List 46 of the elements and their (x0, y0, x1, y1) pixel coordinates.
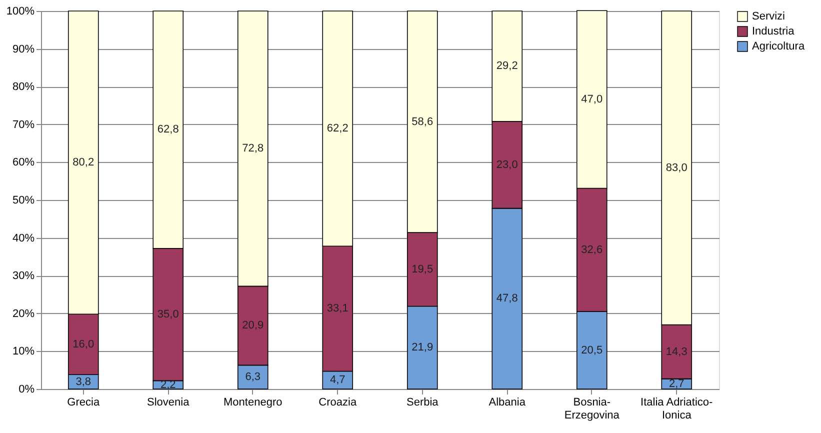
data-label: 4,7 (330, 374, 346, 386)
legend-label: Servizi (752, 10, 786, 22)
y-tick-label: 80% (12, 81, 35, 94)
data-label: 20,5 (581, 344, 603, 356)
y-tick-label: 50% (12, 194, 35, 206)
y-tick-label: 70% (12, 118, 35, 131)
data-label: 20,9 (242, 320, 264, 332)
data-label: 80,2 (72, 156, 94, 169)
data-label: 58,6 (412, 116, 434, 128)
data-label: 32,6 (581, 244, 603, 256)
data-label: 72,8 (242, 142, 264, 155)
data-label: 23,0 (496, 158, 518, 171)
data-label: 47,0 (581, 93, 603, 106)
y-tick-label: 10% (12, 346, 35, 358)
y-tick-label: 30% (12, 270, 35, 282)
data-label: 29,2 (496, 60, 518, 72)
x-tick-label: Slovenia (147, 396, 190, 408)
y-tick-label: 0% (18, 384, 35, 396)
y-tick-label: 100% (6, 6, 35, 18)
x-tick-label: Albania (488, 396, 526, 408)
y-tick-label: 20% (12, 308, 35, 320)
x-tick-label: Bosnia-Erzegovina (564, 396, 620, 422)
data-label: 16,0 (72, 338, 94, 350)
legend-label: Agricoltura (752, 40, 806, 52)
x-tick-label: Grecia (67, 396, 100, 408)
data-label: 47,8 (496, 292, 518, 305)
data-label: 33,1 (326, 302, 348, 315)
data-label: 2,7 (668, 378, 684, 390)
data-label: 21,9 (412, 342, 434, 354)
y-tick-label: 90% (12, 43, 35, 56)
x-tick-label: Italia Adriatico-Ionica (640, 396, 714, 422)
data-label: 35,0 (157, 308, 179, 321)
legend-label: Industria (752, 26, 796, 38)
x-tick-label: Montenegro (224, 396, 282, 408)
x-tick-label: Croazia (318, 396, 358, 408)
data-label: 3,8 (76, 376, 92, 388)
data-label: 83,0 (666, 162, 688, 174)
data-label: 14,3 (666, 346, 688, 358)
y-tick-label: 60% (12, 156, 35, 169)
data-label: 62,2 (326, 122, 348, 135)
data-label: 19,5 (412, 263, 434, 276)
data-label: 6,3 (245, 371, 261, 384)
data-label: 2,2 (160, 378, 176, 391)
data-label: 62,8 (157, 124, 179, 136)
y-tick-label: 40% (12, 232, 35, 244)
x-tick-label: Serbia (406, 396, 440, 408)
